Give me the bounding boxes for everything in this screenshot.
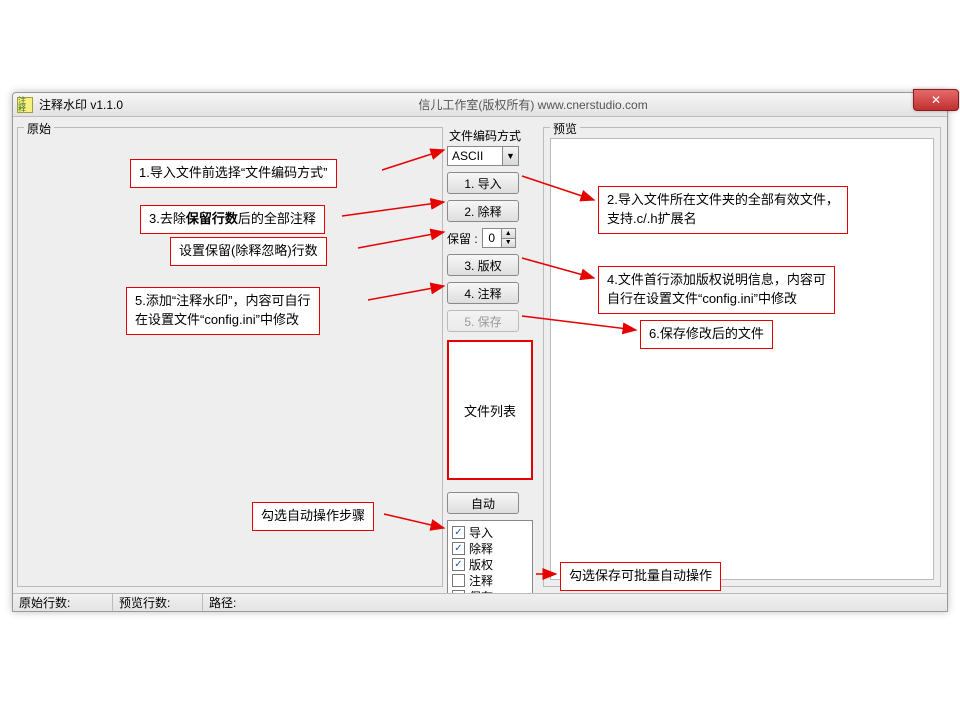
- check-label: 导入: [469, 524, 493, 541]
- annotation-2: 2.导入文件所在文件夹的全部有效文件， 支持.c/.h扩展名: [598, 186, 848, 234]
- window-title: 注释水印 v1.1.0: [39, 96, 123, 113]
- statusbar: 原始行数: 预览行数: 路径:: [13, 593, 947, 611]
- save-button[interactable]: 5. 保存: [447, 310, 519, 332]
- window-subtitle: 信儿工作室(版权所有) www.cnerstudio.com: [123, 96, 943, 113]
- annotation-3: 3.去除保留行数后的全部注释: [140, 205, 325, 234]
- annotation-4: 4.文件首行添加版权说明信息，内容可 自行在设置文件“config.ini”中修…: [598, 266, 835, 314]
- keep-label: 保留 :: [447, 230, 478, 247]
- checkbox-icon: ✓: [452, 542, 465, 555]
- encoding-select[interactable]: ASCII ▼: [447, 146, 519, 166]
- status-preview-lines: 预览行数:: [113, 594, 203, 611]
- annotation-autosel: 勾选自动操作步骤: [252, 502, 374, 531]
- spinner-buttons: ▲ ▼: [501, 229, 515, 247]
- file-list[interactable]: 文件列表: [447, 340, 533, 480]
- annotation-1: 1.导入文件前选择“文件编码方式”: [130, 159, 337, 188]
- check-label: 除释: [469, 540, 493, 557]
- close-button[interactable]: ✕: [913, 89, 959, 111]
- import-button[interactable]: 1. 导入: [447, 172, 519, 194]
- checkbox-icon: ✓: [452, 526, 465, 539]
- keep-row: 保留 : 0 ▲ ▼: [447, 228, 539, 248]
- groupbox-original: 原始: [17, 127, 443, 587]
- groupbox-original-label: 原始: [24, 120, 54, 137]
- check-annotate[interactable]: 注释: [452, 572, 528, 588]
- spinner-down-icon[interactable]: ▼: [501, 239, 515, 248]
- checkbox-icon: ✓: [452, 558, 465, 571]
- keep-value: 0: [483, 229, 501, 247]
- check-label: 版权: [469, 556, 493, 573]
- annotation-keep: 设置保留(除释忽略)行数: [170, 237, 327, 266]
- status-original-lines: 原始行数:: [13, 594, 113, 611]
- encoding-label: 文件编码方式: [449, 127, 539, 144]
- encoding-value: ASCII: [452, 149, 483, 163]
- check-strip[interactable]: ✓ 除释: [452, 540, 528, 556]
- status-path: 路径:: [203, 594, 947, 611]
- check-label: 注释: [469, 572, 493, 589]
- keep-spinner[interactable]: 0 ▲ ▼: [482, 228, 516, 248]
- check-copyright[interactable]: ✓ 版权: [452, 556, 528, 572]
- chevron-down-icon: ▼: [502, 147, 518, 165]
- annotation-savechk: 勾选保存可批量自动操作: [560, 562, 721, 591]
- spinner-up-icon[interactable]: ▲: [501, 229, 515, 239]
- app-icon: 注释: [17, 97, 33, 113]
- annotation-6: 6.保存修改后的文件: [640, 320, 773, 349]
- close-icon: ✕: [931, 93, 941, 107]
- file-list-label: 文件列表: [464, 401, 516, 420]
- check-import[interactable]: ✓ 导入: [452, 524, 528, 540]
- titlebar: 注释 注释水印 v1.1.0 信儿工作室(版权所有) www.cnerstudi…: [13, 93, 947, 117]
- copyright-button[interactable]: 3. 版权: [447, 254, 519, 276]
- auto-button[interactable]: 自动: [447, 492, 519, 514]
- groupbox-preview-label: 预览: [550, 120, 580, 137]
- checkbox-icon: [452, 574, 465, 587]
- annotation-5: 5.添加“注释水印”，内容可自行 在设置文件“config.ini”中修改: [126, 287, 320, 335]
- center-controls: 文件编码方式 ASCII ▼ 1. 导入 2. 除释 保留 : 0 ▲ ▼ 3.…: [447, 121, 539, 608]
- annotate-button[interactable]: 4. 注释: [447, 282, 519, 304]
- strip-button[interactable]: 2. 除释: [447, 200, 519, 222]
